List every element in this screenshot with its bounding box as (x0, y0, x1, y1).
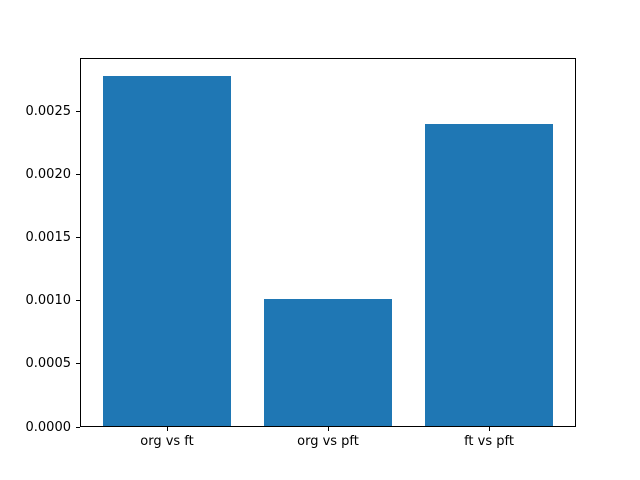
y-tick-mark (76, 236, 80, 238)
bar-ft-vs-pft (424, 123, 554, 426)
y-tick-mark (76, 173, 80, 175)
x-tick-label: org vs pft (297, 434, 359, 449)
x-tick-label: org vs ft (140, 434, 194, 449)
x-tick-mark (327, 427, 329, 431)
y-tick-label: 0.0010 (25, 293, 72, 309)
y-tick-label: 0.0025 (25, 103, 72, 119)
y-tick-mark (76, 110, 80, 112)
y-tick-mark (76, 300, 80, 302)
y-tick-mark (76, 426, 80, 428)
y-tick-label: 0.0020 (25, 166, 72, 182)
bar-org-vs-pft (263, 299, 393, 426)
y-tick-label: 0.0005 (25, 356, 72, 372)
y-tick-label: 0.0000 (25, 419, 72, 435)
y-tick-label: 0.0015 (25, 229, 72, 245)
y-tick-mark (76, 363, 80, 365)
x-tick-mark (488, 427, 490, 431)
x-tick-mark (166, 427, 168, 431)
bar-org-vs-ft (102, 75, 232, 426)
x-tick-label: ft vs pft (464, 434, 514, 449)
